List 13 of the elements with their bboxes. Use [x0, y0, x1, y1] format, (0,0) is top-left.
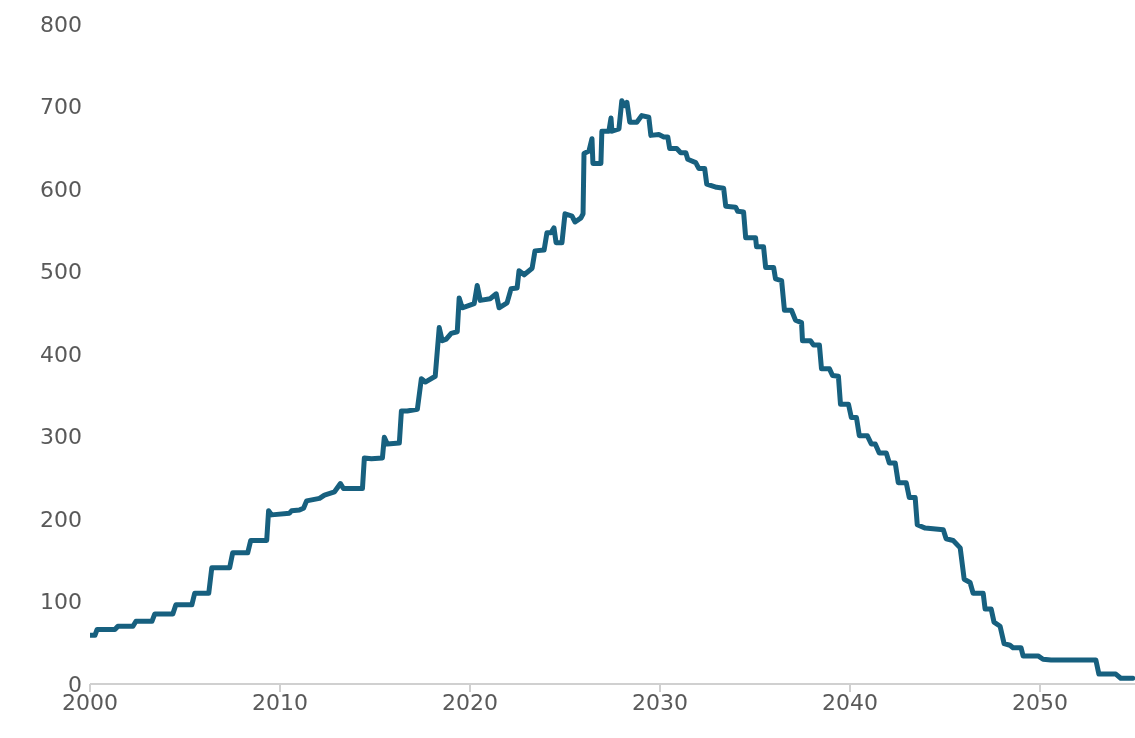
y-tick-label: 400: [40, 341, 82, 367]
x-tick-label: 2010: [252, 689, 308, 715]
x-tick-label: 2020: [442, 689, 498, 715]
y-tick-label: 200: [40, 506, 82, 532]
x-tick-label: 2050: [1012, 689, 1068, 715]
y-tick-label: 100: [40, 589, 82, 615]
x-tick-label: 2040: [822, 689, 878, 715]
y-tick-label: 500: [40, 259, 82, 285]
y-tick-label: 600: [40, 176, 82, 202]
y-tick-label: 800: [40, 11, 82, 37]
x-tick-label: 2030: [632, 689, 688, 715]
y-tick-label: 700: [40, 94, 82, 120]
y-tick-label: 300: [40, 424, 82, 450]
